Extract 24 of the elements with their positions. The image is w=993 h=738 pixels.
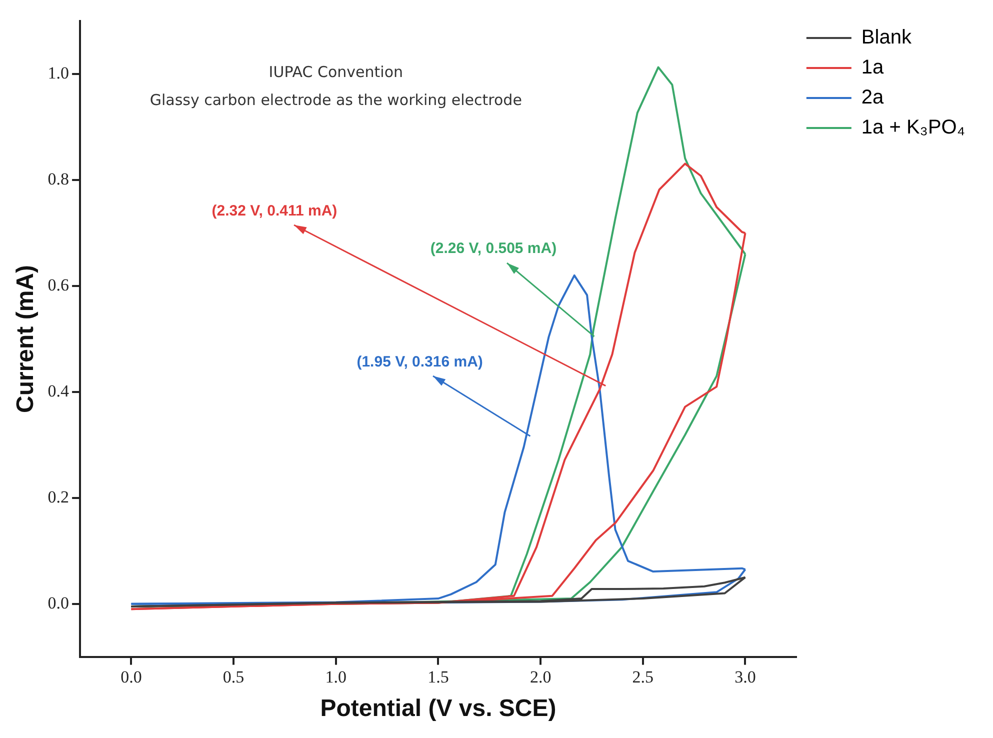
annotation: Glassy carbon electrode as the working electrode bbox=[150, 91, 522, 110]
y-tick-label: 0.0 bbox=[48, 593, 70, 612]
y-tick-label: 0.8 bbox=[48, 170, 70, 189]
annotation: IUPAC Convention bbox=[268, 63, 404, 82]
y-tick-label: 0.2 bbox=[48, 487, 70, 506]
y-tick-label: 0.4 bbox=[48, 381, 70, 400]
annotation: (1.95 V, 0.316 mA) bbox=[356, 353, 483, 370]
x-tick-label: 3.0 bbox=[734, 667, 756, 686]
y-tick-label: 0.6 bbox=[48, 276, 70, 294]
legend-label: Blank bbox=[861, 26, 912, 49]
annotation: (2.26 V, 0.505 mA) bbox=[430, 240, 557, 258]
x-tick-label: 2.5 bbox=[632, 667, 654, 686]
x-axis-title: Potential (V vs. SCE) bbox=[320, 695, 556, 722]
x-tick-label: 1.5 bbox=[428, 667, 449, 686]
legend-label: 2a bbox=[861, 86, 885, 109]
x-tick-label: 0.5 bbox=[222, 667, 244, 686]
legend-label: 1a + K₃PO₄ bbox=[861, 116, 966, 139]
x-tick-label: 0.0 bbox=[120, 667, 142, 686]
annotation: (2.32 V, 0.411 mA) bbox=[212, 202, 338, 220]
x-tick-label: 1.0 bbox=[325, 667, 347, 686]
x-tick-label: 2.0 bbox=[530, 667, 552, 686]
y-tick-label: 1.0 bbox=[48, 64, 70, 83]
y-axis-title: Current (mA) bbox=[12, 265, 40, 413]
legend-label: 1a bbox=[861, 56, 885, 79]
